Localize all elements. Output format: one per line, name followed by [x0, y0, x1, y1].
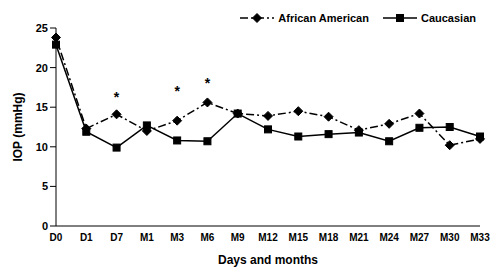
svg-text:M18: M18: [319, 232, 339, 243]
svg-text:M1: M1: [140, 232, 154, 243]
svg-text:M15: M15: [289, 232, 309, 243]
svg-text:M30: M30: [440, 232, 460, 243]
svg-text:M9: M9: [231, 232, 245, 243]
html-text:Caucasian: Caucasian: [421, 12, 476, 24]
svg-text:M33: M33: [470, 232, 490, 243]
svg-text:5: 5: [42, 180, 48, 192]
svg-text:*: *: [205, 75, 211, 91]
svg-text:15: 15: [36, 101, 48, 113]
svg-text:M6: M6: [200, 232, 214, 243]
svg-text:M21: M21: [349, 232, 369, 243]
svg-text:10: 10: [36, 141, 48, 153]
svg-text:D1: D1: [80, 232, 93, 243]
svg-text:M12: M12: [258, 232, 278, 243]
svg-text:M3: M3: [170, 232, 184, 243]
svg-text:0: 0: [42, 220, 48, 232]
svg-text:Days and months: Days and months: [218, 253, 318, 267]
html-text:African American: African American: [278, 12, 369, 24]
svg-text:25: 25: [36, 22, 48, 34]
svg-text:*: *: [114, 89, 120, 105]
svg-text:IOP (mmHg): IOP (mmHg): [11, 92, 25, 161]
svg-text:*: *: [174, 83, 180, 99]
svg-text:D7: D7: [110, 232, 123, 243]
svg-text:D0: D0: [50, 232, 63, 243]
svg-text:M24: M24: [379, 232, 399, 243]
svg-text:M27: M27: [410, 232, 430, 243]
svg-text:20: 20: [36, 62, 48, 74]
